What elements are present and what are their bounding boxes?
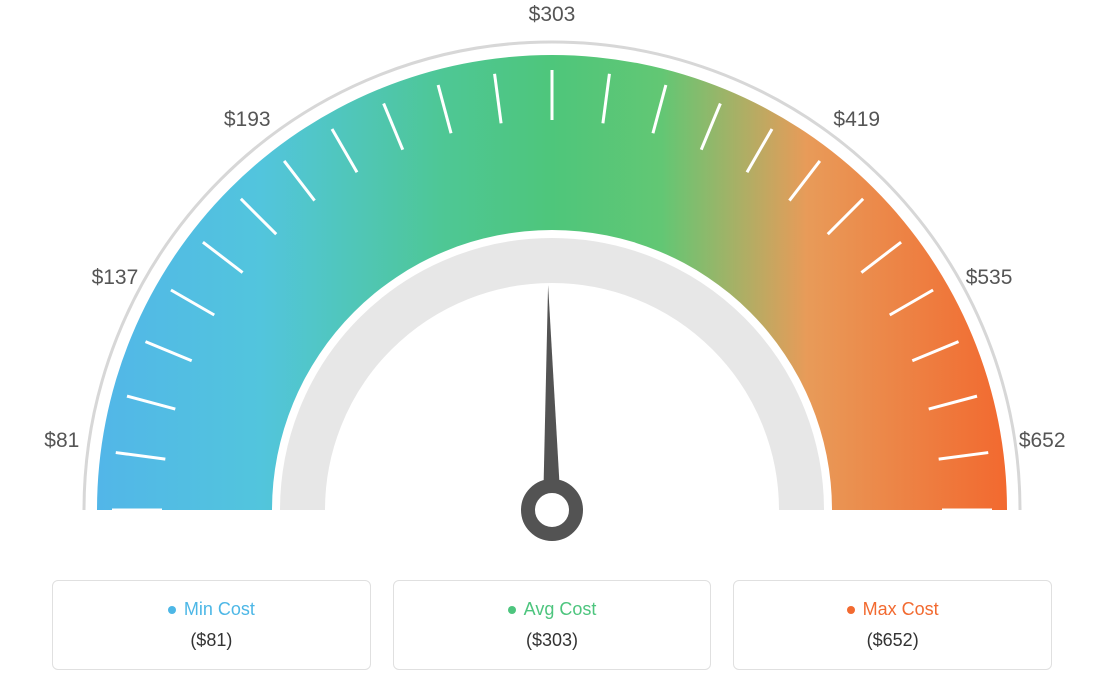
gauge-svg (52, 20, 1052, 580)
legend-label-max: Max Cost (734, 599, 1051, 620)
legend-label-min-text: Min Cost (184, 599, 255, 620)
legend-value-max: ($652) (734, 630, 1051, 651)
legend-value-avg: ($303) (394, 630, 711, 651)
scale-label: $419 (833, 108, 880, 132)
legend-card-max: Max Cost ($652) (733, 580, 1052, 670)
legend-value-min: ($81) (53, 630, 370, 651)
legend-label-max-text: Max Cost (863, 599, 939, 620)
cost-gauge-chart: $81$137$193$303$419$535$652 (52, 20, 1052, 580)
scale-label: $303 (529, 3, 576, 27)
scale-label: $535 (966, 266, 1013, 290)
legend-label-min: Min Cost (53, 599, 370, 620)
legend-label-avg-text: Avg Cost (524, 599, 597, 620)
legend-card-avg: Avg Cost ($303) (393, 580, 712, 670)
legend-card-min: Min Cost ($81) (52, 580, 371, 670)
legend-label-avg: Avg Cost (394, 599, 711, 620)
dot-icon (168, 606, 176, 614)
scale-label: $652 (1019, 429, 1066, 453)
legend-row: Min Cost ($81) Avg Cost ($303) Max Cost … (52, 580, 1052, 670)
scale-label: $81 (44, 429, 79, 453)
scale-label: $193 (224, 108, 271, 132)
dot-icon (508, 606, 516, 614)
scale-label: $137 (92, 266, 139, 290)
dot-icon (847, 606, 855, 614)
